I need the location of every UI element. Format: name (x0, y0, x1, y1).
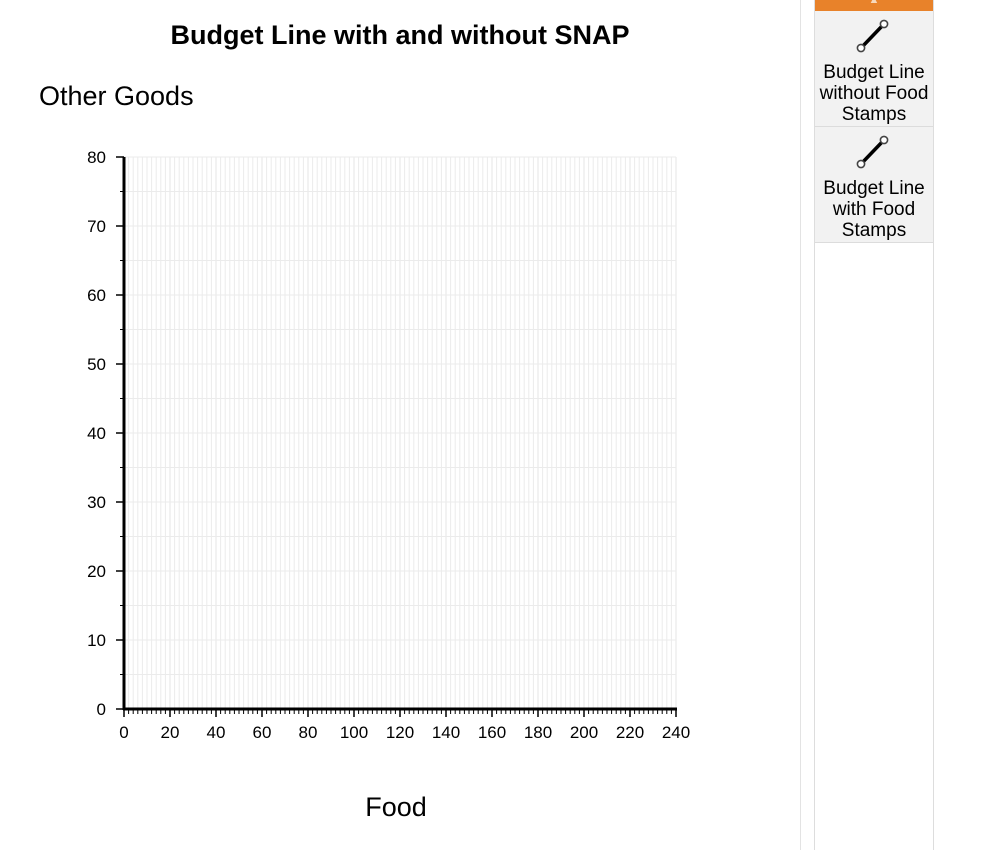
x-tick-label: 220 (616, 723, 644, 742)
y-tick-label: 50 (87, 355, 106, 374)
panel-divider (800, 0, 801, 850)
y-tick-label: 20 (87, 562, 106, 581)
y-tick-label: 10 (87, 631, 106, 650)
x-tick-label: 240 (662, 723, 690, 742)
y-tick-label: 80 (87, 148, 106, 167)
collapse-arrow-icon[interactable]: ▲ (868, 0, 880, 6)
budget-line-with-food-stamps-tool[interactable]: Budget Line with Food Stamps (815, 127, 933, 243)
x-tick-label: 140 (432, 723, 460, 742)
x-tick-label: 60 (253, 723, 272, 742)
ticks (116, 156, 677, 717)
x-tick-label: 180 (524, 723, 552, 742)
y-tick-label: 40 (87, 424, 106, 443)
x-tick-label: 100 (340, 723, 368, 742)
tool-label: Budget Line without Food Stamps (819, 62, 929, 125)
x-tick-label: 120 (386, 723, 414, 742)
tool-palette: ▲ Budget Line without Food Stamps Budget… (814, 0, 934, 850)
y-tick-label: 60 (87, 286, 106, 305)
x-tick-label: 160 (478, 723, 506, 742)
y-tick-label: 0 (97, 700, 106, 719)
x-tick-label: 20 (161, 723, 180, 742)
y-tick-label: 70 (87, 217, 106, 236)
chart-area[interactable]: 0 10 20 30 40 50 60 70 80 0 20 40 60 80 100 120 140 160 18… (0, 0, 800, 850)
x-tick-label: 80 (299, 723, 318, 742)
palette-header[interactable]: ▲ (815, 0, 933, 11)
x-tick-label: 200 (570, 723, 598, 742)
y-tick-label: 30 (87, 493, 106, 512)
chart-title: Budget Line with and without SNAP (170, 20, 630, 50)
x-tick-label: 40 (207, 723, 226, 742)
line-segment-icon (856, 19, 889, 53)
y-axis-label: Other Goods (39, 81, 194, 111)
line-segment-icon (856, 135, 889, 169)
tool-label: Budget Line with Food Stamps (823, 178, 925, 241)
budget-line-without-food-stamps-tool[interactable]: Budget Line without Food Stamps (815, 11, 933, 127)
x-tick-label: 0 (119, 723, 128, 742)
grid-lines (124, 156, 677, 709)
tick-labels: 0 10 20 30 40 50 60 70 80 0 20 40 60 80 100 120 140 160 18… (87, 148, 690, 742)
x-axis-label: Food (365, 792, 427, 822)
